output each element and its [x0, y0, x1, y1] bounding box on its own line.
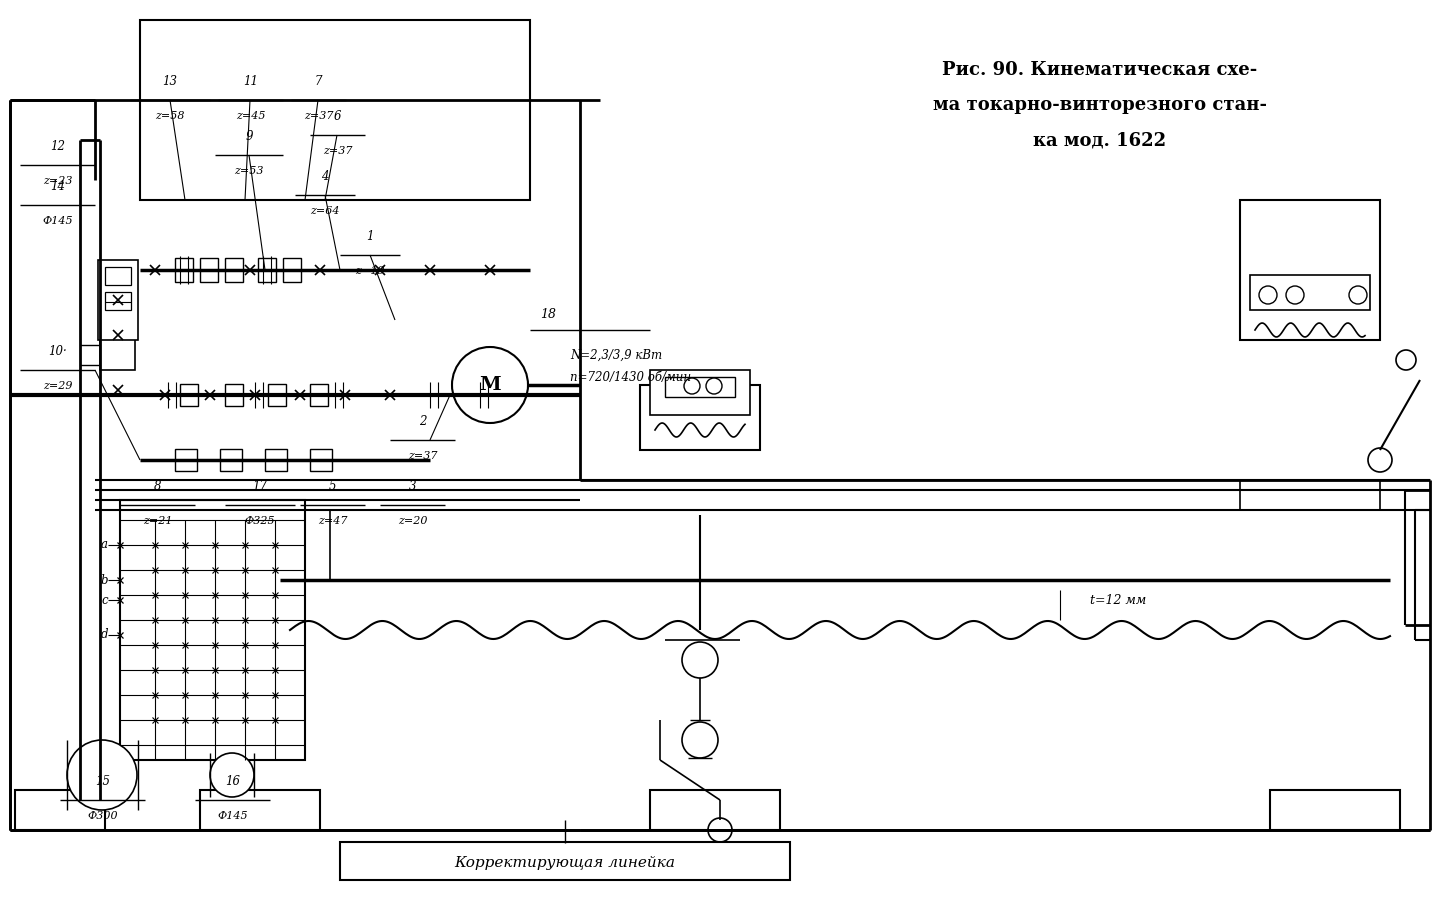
Text: 10·: 10· — [48, 345, 66, 358]
Text: N=2,3/3,9 кВт: N=2,3/3,9 кВт — [570, 348, 662, 362]
Text: z=64: z=64 — [310, 206, 339, 216]
Bar — [266, 449, 287, 471]
Text: 4: 4 — [322, 170, 329, 183]
Circle shape — [66, 740, 137, 810]
Circle shape — [1349, 286, 1367, 304]
Text: n=720/1430 об/мин: n=720/1430 об/мин — [570, 372, 691, 385]
Text: 6: 6 — [333, 110, 341, 123]
Text: ка мод. 1622: ка мод. 1622 — [1033, 131, 1166, 149]
Bar — [175, 258, 193, 282]
Text: М: М — [479, 376, 501, 394]
Circle shape — [1368, 448, 1392, 472]
Text: z=58: z=58 — [156, 111, 185, 121]
Bar — [201, 258, 218, 282]
Text: z=29: z=29 — [43, 381, 72, 391]
Bar — [219, 449, 242, 471]
Circle shape — [211, 753, 254, 797]
Bar — [641, 385, 760, 450]
Circle shape — [683, 722, 719, 758]
Bar — [1240, 200, 1380, 340]
Bar — [665, 377, 734, 397]
Text: Ф300: Ф300 — [87, 811, 118, 821]
Text: z=47: z=47 — [317, 516, 348, 526]
Bar — [649, 370, 750, 415]
Circle shape — [683, 642, 719, 678]
Bar — [98, 260, 139, 340]
Bar — [14, 790, 105, 830]
Text: z=37: z=37 — [408, 451, 437, 461]
Text: 2: 2 — [418, 415, 426, 428]
Bar — [225, 384, 242, 406]
Circle shape — [1286, 286, 1304, 304]
Text: 8: 8 — [154, 480, 162, 493]
Text: 12: 12 — [51, 140, 65, 153]
Text: 1: 1 — [367, 230, 374, 243]
Bar — [341, 842, 789, 880]
Text: a: a — [101, 539, 108, 551]
Text: t=12 мм: t=12 мм — [1089, 593, 1146, 607]
Text: z=53: z=53 — [234, 166, 264, 176]
Text: z=37: z=37 — [303, 111, 333, 121]
Circle shape — [1258, 286, 1277, 304]
Bar — [201, 790, 320, 830]
Circle shape — [709, 818, 732, 842]
Text: Ф325: Ф325 — [245, 516, 276, 526]
Bar — [258, 258, 276, 282]
Text: Ф145: Ф145 — [218, 811, 248, 821]
Bar — [268, 384, 286, 406]
Text: z=23: z=23 — [43, 176, 72, 186]
Text: z=45: z=45 — [235, 111, 266, 121]
Bar — [105, 292, 131, 310]
Text: d: d — [101, 629, 108, 641]
Bar — [310, 449, 332, 471]
Bar — [225, 258, 242, 282]
Bar — [120, 500, 304, 760]
Bar — [649, 790, 781, 830]
Text: 16: 16 — [225, 775, 240, 788]
Text: z=37: z=37 — [323, 146, 352, 156]
Text: 17: 17 — [253, 480, 267, 493]
Text: c: c — [101, 593, 108, 607]
Bar — [1250, 275, 1369, 310]
Circle shape — [706, 378, 722, 394]
Circle shape — [452, 347, 528, 423]
Text: 3: 3 — [408, 480, 416, 493]
Text: 7: 7 — [315, 75, 322, 88]
Text: Корректирующая линейка: Корректирующая линейка — [455, 856, 675, 870]
Text: 14: 14 — [51, 180, 65, 193]
Text: 15: 15 — [95, 775, 110, 788]
Circle shape — [684, 378, 700, 394]
Text: 18: 18 — [540, 308, 556, 321]
Text: Рис. 90. Кинематическая схе-: Рис. 90. Кинематическая схе- — [942, 61, 1258, 79]
Circle shape — [1395, 350, 1416, 370]
Bar — [180, 384, 198, 406]
Text: 5: 5 — [329, 480, 336, 493]
Text: z=21: z=21 — [143, 516, 172, 526]
Text: 13: 13 — [163, 75, 177, 88]
Text: z=20: z=20 — [398, 516, 427, 526]
Text: Ф145: Ф145 — [42, 216, 72, 226]
Text: ма токарно-винторезного стан-: ма токарно-винторезного стан- — [934, 96, 1267, 114]
Bar — [1270, 790, 1400, 830]
Text: 11: 11 — [242, 75, 258, 88]
Text: 9: 9 — [245, 130, 253, 143]
Bar — [100, 300, 136, 370]
Text: z=19: z=19 — [355, 266, 385, 276]
Bar — [310, 384, 328, 406]
Bar — [175, 449, 198, 471]
Bar — [283, 258, 302, 282]
Text: b: b — [101, 573, 108, 587]
Bar — [105, 267, 131, 285]
Bar — [140, 20, 530, 200]
